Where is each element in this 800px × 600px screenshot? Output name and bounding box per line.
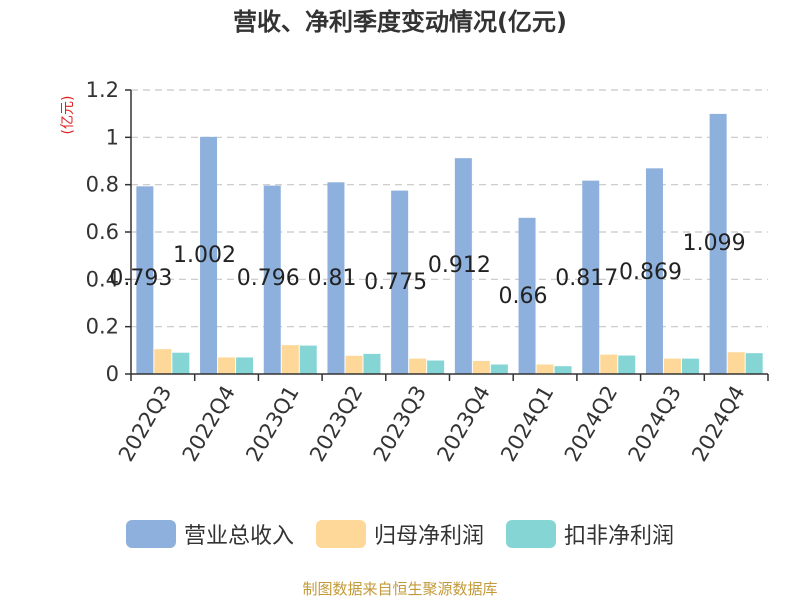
data-label: 1.002 xyxy=(173,243,236,268)
x-tick-label: 2023Q3 xyxy=(369,382,431,466)
bar[interactable] xyxy=(409,358,427,374)
data-label: 0.793 xyxy=(109,266,172,291)
y-tick-label: 0.6 xyxy=(86,220,119,244)
legend-label-deducted-profit: 扣非净利润 xyxy=(564,524,675,549)
bar[interactable] xyxy=(345,355,363,374)
legend-swatch-net-profit xyxy=(315,520,366,548)
bar[interactable] xyxy=(618,355,636,374)
data-label: 1.099 xyxy=(683,231,746,256)
x-tick-label: 2023Q2 xyxy=(305,382,367,466)
y-tick-label: 0.8 xyxy=(86,173,119,197)
bar[interactable] xyxy=(299,345,317,374)
bar[interactable] xyxy=(427,360,445,374)
bar[interactable] xyxy=(454,158,472,374)
x-tick-label: 2024Q2 xyxy=(560,382,622,466)
bar[interactable] xyxy=(536,364,554,374)
data-label: 0.912 xyxy=(428,253,491,278)
bar[interactable] xyxy=(645,168,663,374)
data-label: 0.817 xyxy=(555,266,618,291)
bars xyxy=(136,113,763,375)
x-tick-label: 2022Q3 xyxy=(114,382,176,466)
chart-title: 营收、净利季度变动情况(亿元) xyxy=(233,8,567,36)
data-label: 0.775 xyxy=(364,270,427,295)
bar[interactable] xyxy=(236,357,254,374)
bar[interactable] xyxy=(681,358,699,374)
bar[interactable] xyxy=(154,349,172,374)
x-tick-label: 2022Q4 xyxy=(178,382,240,466)
bar[interactable] xyxy=(745,353,763,374)
legend-swatch-revenue xyxy=(125,520,176,548)
legend-item-net-profit[interactable]: 归母净利润 xyxy=(315,518,484,550)
bar[interactable] xyxy=(200,136,218,374)
bar[interactable] xyxy=(490,364,508,374)
legend-item-revenue[interactable]: 营业总收入 xyxy=(125,518,294,550)
bar[interactable] xyxy=(263,185,281,374)
x-tick-label: 2023Q1 xyxy=(241,382,303,466)
bar[interactable] xyxy=(391,190,409,374)
bar[interactable] xyxy=(136,186,154,374)
bar[interactable] xyxy=(663,358,681,374)
bar[interactable] xyxy=(582,180,600,374)
data-label: 0.796 xyxy=(237,266,300,291)
x-tick-label: 2023Q4 xyxy=(432,381,494,465)
x-tick-label: 2024Q3 xyxy=(624,382,686,466)
bar[interactable] xyxy=(172,352,190,374)
legend: 营业总收入 归母净利润 扣非净利润 xyxy=(0,518,800,550)
bar[interactable] xyxy=(518,217,536,374)
y-tick-label: 0.2 xyxy=(86,315,119,339)
bar[interactable] xyxy=(281,345,299,374)
data-label: 0.81 xyxy=(307,266,356,291)
bar[interactable] xyxy=(327,182,345,374)
grid xyxy=(131,89,768,328)
data-label: 0.869 xyxy=(619,260,682,285)
y-tick-label: 1 xyxy=(106,125,119,149)
x-tick-label: 2024Q4 xyxy=(687,382,749,466)
y-tick-label: 1.2 xyxy=(86,78,119,102)
legend-label-revenue: 营业总收入 xyxy=(183,524,294,549)
data-label: 0.66 xyxy=(499,284,548,309)
data-source-note: 制图数据来自恒生聚源数据库 xyxy=(302,580,498,598)
legend-item-deducted-profit[interactable]: 扣非净利润 xyxy=(506,518,674,550)
legend-swatch-deducted-profit xyxy=(506,520,556,548)
bar[interactable] xyxy=(363,353,381,374)
legend-label-net-profit: 归母净利润 xyxy=(373,524,484,549)
bar[interactable] xyxy=(472,360,490,374)
y-tick-label: 0 xyxy=(106,362,119,386)
x-tick-label: 2024Q1 xyxy=(496,382,558,466)
bar[interactable] xyxy=(600,354,618,374)
bar[interactable] xyxy=(218,357,236,374)
bar[interactable] xyxy=(709,113,727,375)
bar[interactable] xyxy=(727,352,745,374)
y-tick-label: 0.4 xyxy=(86,267,119,291)
bar[interactable] xyxy=(554,366,572,374)
y-axis-label: (亿元) xyxy=(60,96,76,135)
